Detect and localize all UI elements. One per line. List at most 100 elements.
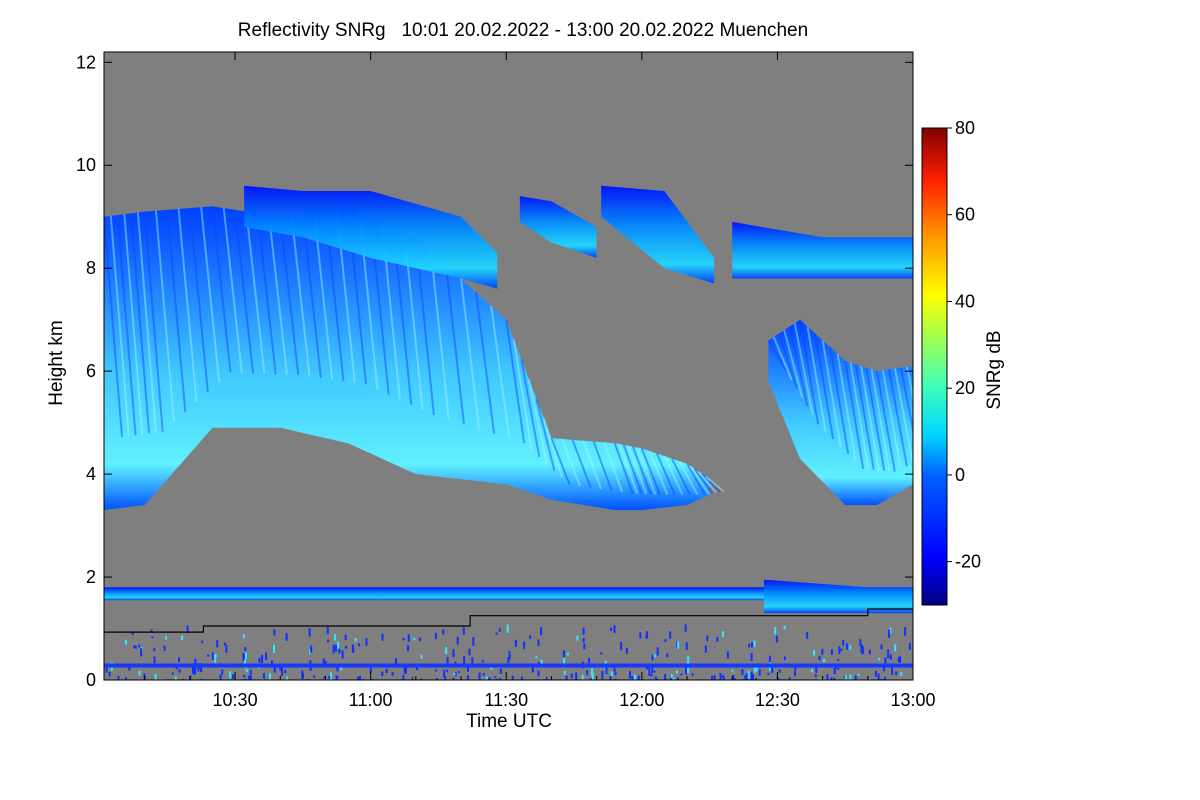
clutter-pixel: [563, 658, 566, 666]
clutter-pixel: [849, 674, 852, 680]
clutter-pixel: [536, 680, 538, 688]
clutter-pixel: [897, 657, 900, 663]
clutter-pixel: [581, 674, 584, 680]
clutter-pixel: [669, 631, 672, 639]
clutter-pixel: [670, 674, 673, 679]
clutter-pixel: [434, 669, 437, 672]
fall-streak: [550, 437, 571, 485]
clutter-pixel: [269, 673, 271, 680]
clutter-pixel: [258, 657, 261, 664]
clutter-pixel: [893, 679, 896, 680]
clutter-pixel: [637, 675, 640, 680]
clutter-pixel: [411, 677, 414, 680]
y-axis: 0 2 4 6 8 10 12: [76, 52, 913, 690]
clutter-pixel: [771, 667, 773, 670]
clutter-pixel: [724, 680, 726, 688]
clutter-pixel: [242, 653, 245, 662]
clutter-pixel: [696, 679, 699, 680]
clutter-pixel: [768, 655, 771, 663]
clutter-pixel: [716, 637, 719, 642]
clutter-pixel: [843, 675, 846, 679]
clutter-pixel: [859, 639, 862, 647]
clutter-pixel: [214, 654, 217, 663]
clutter-pixel: [778, 669, 781, 673]
clutter-pixel: [336, 664, 339, 672]
clutter-pixel: [842, 640, 845, 646]
clutter-pixel: [467, 665, 469, 672]
clutter-pixel: [508, 651, 511, 654]
fall-streak: [793, 322, 814, 416]
clutter-pixel: [705, 680, 707, 688]
cloud-layer-low_band: [104, 587, 913, 601]
clutter-pixel: [895, 671, 898, 676]
fall-streak: [701, 473, 721, 493]
boundary-path: [104, 608, 913, 633]
fall-streak: [618, 443, 639, 494]
fall-streak: [130, 213, 151, 434]
clutter-pixel: [452, 677, 455, 680]
fall-streak: [136, 212, 157, 433]
clutter-pixel: [634, 674, 636, 680]
clutter-pixel: [499, 677, 502, 680]
fall-streak: [505, 319, 526, 444]
clutter-pixel: [245, 668, 248, 673]
fall-streak: [777, 333, 798, 390]
clutter-pixel: [830, 649, 833, 656]
clutter-pixel: [323, 676, 326, 680]
fall-streak: [663, 455, 684, 496]
fall-streak: [490, 305, 511, 439]
clutter-pixel: [775, 635, 778, 643]
clutter-pixel: [116, 679, 119, 680]
x-tick-label: 11:30: [484, 690, 528, 710]
clutter-pixel: [485, 676, 488, 680]
clutter-pixel: [219, 674, 222, 680]
clutter-pixel: [381, 633, 384, 641]
clutter-pixel: [741, 669, 744, 676]
clutter-pixel: [138, 670, 141, 676]
clutter-pixel: [639, 632, 642, 639]
clutter-pixel: [478, 672, 481, 680]
clutter-pixel: [889, 654, 892, 660]
clutter-pixel: [653, 679, 656, 680]
fall-streak: [535, 398, 556, 471]
clutter-pixel: [868, 678, 871, 680]
clutter-pixel: [171, 672, 174, 675]
fall-streak: [697, 470, 718, 494]
y-tick-label: 10: [76, 155, 96, 175]
colorbar: [921, 127, 948, 606]
clutter-pixel: [746, 672, 749, 680]
clutter-pixel: [884, 657, 887, 665]
clutter-pixel: [273, 664, 276, 673]
clutter-pixel: [371, 678, 373, 680]
fall-streak: [592, 441, 613, 491]
clutter-pixel: [457, 671, 460, 674]
fall-streak: [767, 339, 788, 372]
clutter-pixel: [783, 625, 786, 630]
clutter-pixel: [814, 674, 817, 677]
fall-streak: [875, 370, 896, 472]
clutter-pixel: [244, 652, 247, 660]
clutter-pixel: [138, 644, 141, 648]
clutter-pixel: [391, 672, 394, 676]
clutter-pixel: [523, 641, 526, 650]
clutter-pixel: [444, 676, 447, 680]
clutter-pixel: [160, 678, 163, 680]
x-axis-label: Time UTC: [466, 711, 552, 732]
clutter-pixel: [454, 661, 457, 664]
fall-streak: [671, 458, 691, 496]
fall-streak: [799, 319, 819, 425]
clutter-pixel: [446, 656, 449, 665]
clutter-pixel: [758, 669, 761, 676]
fall-streak: [686, 463, 706, 496]
fall-streak: [648, 450, 669, 496]
clutter-pixel: [537, 670, 540, 677]
clutter-pixel: [654, 676, 657, 679]
clutter-pixel: [200, 663, 203, 673]
clutter-pixel: [620, 641, 623, 651]
clutter-pixel: [601, 670, 604, 680]
clutter-pixel: [330, 672, 332, 680]
clutter-pixel: [562, 650, 565, 658]
clutter-pixel: [629, 671, 631, 679]
clutter-pixel: [874, 671, 877, 677]
y-tick-label: 6: [86, 361, 96, 381]
